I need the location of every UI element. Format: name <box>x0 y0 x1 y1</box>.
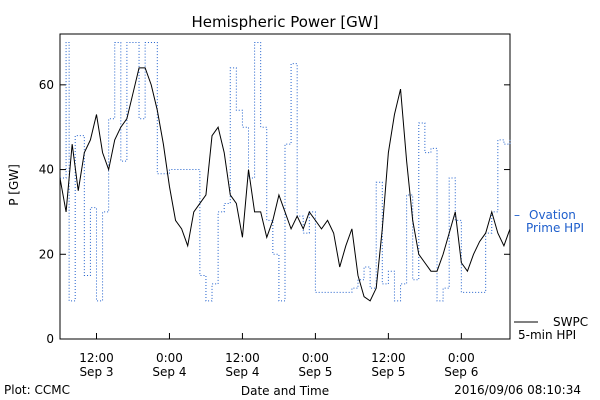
plot-credit: Plot: CCMC <box>4 383 70 397</box>
y-tick-label: 20 <box>39 247 54 261</box>
x-tick-time: 12:00 <box>371 351 406 365</box>
x-tick-time: 12:00 <box>79 351 114 365</box>
y-tick-label: 60 <box>39 78 54 92</box>
ovation-prime-hpi-line <box>60 41 511 302</box>
x-tick-time: 12:00 <box>225 351 260 365</box>
legend-label-ovation-1: Ovation <box>529 208 576 222</box>
x-axis-label: Date and Time <box>241 384 329 398</box>
swpc-5min-hpi-line <box>59 67 511 302</box>
x-tick-date: Sep 5 <box>298 365 332 379</box>
x-tick-time: 0:00 <box>156 351 183 365</box>
x-tick-date: Sep 4 <box>225 365 259 379</box>
y-axis-ticks: 0 20 40 60 <box>39 78 510 346</box>
y-tick-label: 40 <box>39 163 54 177</box>
x-tick-time: 0:00 <box>448 351 475 365</box>
legend-label-swpc-2: 5-min HPI <box>518 328 576 342</box>
legend-dash: – <box>514 208 520 222</box>
legend-label-swpc-1: SWPC <box>553 315 588 329</box>
x-tick-date: Sep 3 <box>79 365 113 379</box>
chart-title: Hemispheric Power [GW] <box>192 13 379 31</box>
x-tick-time: 0:00 <box>302 351 329 365</box>
legend-label-ovation-2: Prime HPI <box>526 221 584 235</box>
y-axis-label: P [GW] <box>7 164 21 206</box>
x-tick-date: Sep 5 <box>371 365 405 379</box>
x-tick-date: Sep 4 <box>152 365 186 379</box>
y-tick-label: 0 <box>46 332 54 346</box>
plot-frame <box>59 33 511 340</box>
x-tick-date: Sep 6 <box>444 365 478 379</box>
plot-timestamp: 2016/09/06 08:10:34 <box>454 383 581 397</box>
